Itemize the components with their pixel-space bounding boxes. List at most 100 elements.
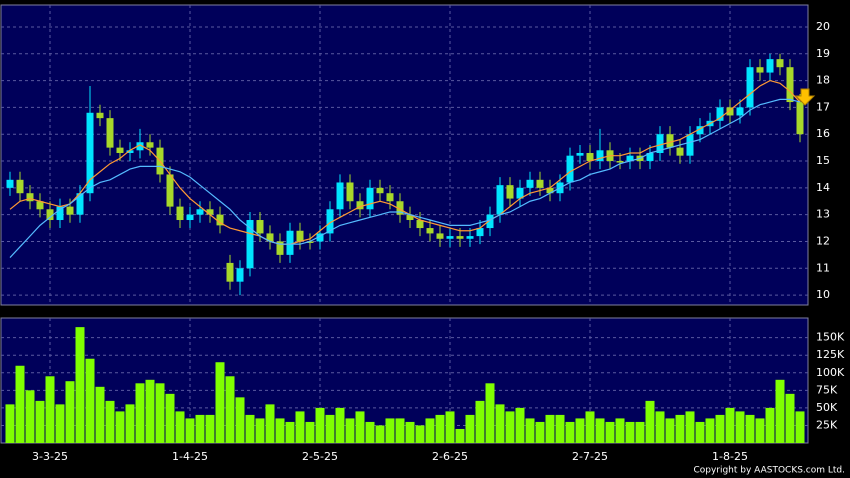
x-tick-label: 3-3-25 [32, 450, 68, 463]
volume-bar [705, 418, 715, 443]
volume-bar [75, 327, 85, 443]
x-tick-label: 1-4-25 [172, 450, 208, 463]
candle-body [756, 67, 764, 73]
candle-body [66, 206, 74, 215]
candle-body [236, 268, 244, 282]
candle-body [496, 185, 504, 215]
volume-bar [575, 418, 585, 443]
y-tick-label: 16 [816, 127, 830, 140]
candle-body [86, 112, 94, 194]
candle-body [186, 214, 194, 221]
candle-body [26, 193, 34, 202]
candle-body [356, 201, 364, 210]
volume-tick-label: 25K [816, 418, 838, 431]
volume-bar [625, 421, 635, 443]
volume-bar [155, 383, 165, 443]
volume-bar [25, 390, 35, 443]
volume-bar [225, 376, 235, 443]
volume-bar [305, 421, 315, 443]
y-tick-label: 20 [816, 20, 830, 33]
volume-bar [15, 365, 25, 443]
copyright: Copyright by AASTOCKS.com Ltd. [693, 466, 845, 476]
volume-bar [355, 411, 365, 443]
volume-bar [85, 358, 95, 443]
candle-body [246, 220, 254, 269]
volume-bar [465, 414, 475, 443]
candle-body [576, 152, 584, 156]
volume-bar [95, 386, 105, 443]
y-tick-label: 18 [816, 74, 830, 87]
candle-body [286, 230, 294, 255]
candle-body [136, 142, 144, 151]
candle-body [466, 236, 474, 239]
candle-body [476, 228, 484, 237]
volume-bar [285, 421, 295, 443]
candle-body [596, 150, 604, 162]
candle-body [96, 112, 104, 119]
volume-bar [495, 404, 505, 443]
candle-body [276, 241, 284, 255]
candle-body [166, 174, 174, 207]
volume-tick-label: 100K [816, 366, 845, 379]
volume-bar [645, 400, 655, 443]
volume-bar [215, 362, 225, 443]
y-tick-label: 13 [816, 208, 830, 221]
candle-body [526, 179, 534, 188]
candle-body [646, 152, 654, 162]
volume-bar [165, 393, 175, 443]
volume-bar [785, 393, 795, 443]
volume-bar [325, 414, 335, 443]
candle-body [106, 118, 114, 148]
volume-bar [595, 418, 605, 443]
candle-body [146, 142, 154, 148]
candle-body [736, 107, 744, 116]
candle-body [726, 107, 734, 116]
volume-bar [175, 411, 185, 443]
volume-bar [295, 411, 305, 443]
volume-bar [385, 418, 395, 443]
plot-layer: 10 11 12 13 14 15 16 17 18 19 20 25K 50K 75K 100K 125K 1… [1, 5, 845, 463]
candle-body [296, 230, 304, 242]
candle-body [536, 179, 544, 188]
signal-arrow [794, 88, 816, 106]
volume-bar [715, 414, 725, 443]
volume-bar [235, 397, 245, 443]
candle-body [256, 220, 264, 234]
volume-bar [445, 411, 455, 443]
candle-body [426, 228, 434, 234]
y-tick-label: 12 [816, 234, 830, 247]
candle-body [656, 134, 664, 153]
candle-body [126, 150, 134, 153]
volume-bar [735, 411, 745, 443]
candle-body [486, 214, 494, 229]
candle-body [586, 152, 594, 162]
volume-bar [425, 418, 435, 443]
candle-body [686, 134, 694, 156]
candle-body [716, 107, 724, 121]
volume-bar [375, 425, 385, 443]
candle-body [116, 147, 124, 153]
x-tick-label: 2-7-25 [572, 450, 608, 463]
volume-bar [765, 407, 775, 443]
volume-bar [745, 414, 755, 443]
candle-body [316, 233, 324, 242]
volume-bar [475, 400, 485, 443]
volume-bar [605, 421, 615, 443]
volume-bar [245, 414, 255, 443]
volume-bar [725, 407, 735, 443]
volume-bar [615, 418, 625, 443]
candle-body [666, 134, 674, 148]
volume-tick-label: 50K [816, 401, 838, 414]
candle-body [766, 59, 774, 73]
volume-bar [145, 379, 155, 443]
candle-body [306, 241, 314, 243]
volume-bar [665, 418, 675, 443]
candle-body [376, 187, 384, 194]
candle-body [696, 126, 704, 135]
candle-body [46, 209, 54, 221]
price-panel [0, 4, 809, 306]
x-tick-label: 2-5-25 [302, 450, 338, 463]
volume-bar [45, 376, 55, 443]
volume-bar [315, 407, 325, 443]
